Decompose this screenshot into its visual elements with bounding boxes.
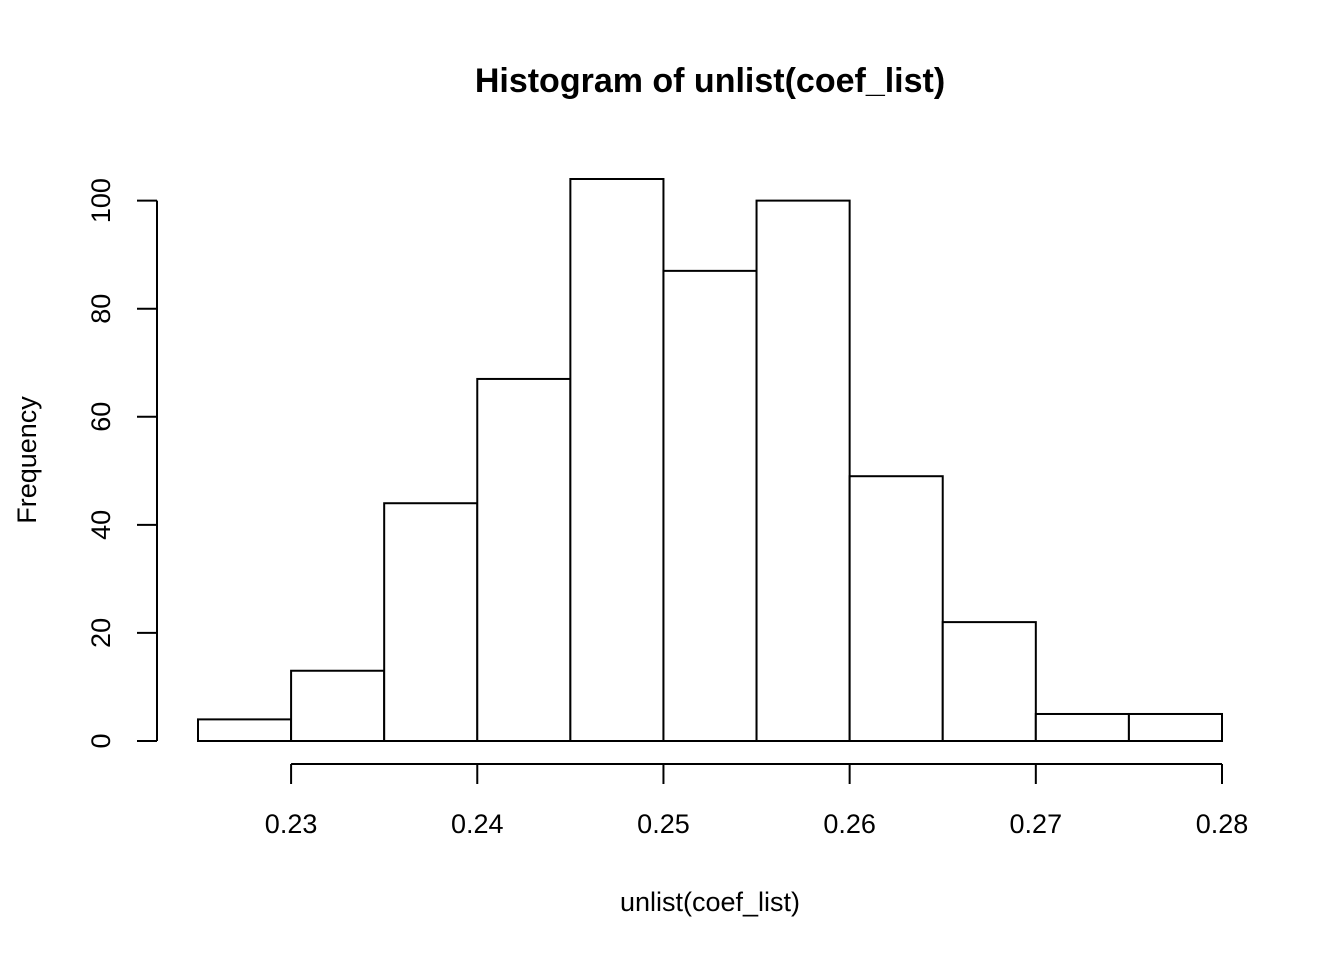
histogram-bar-4 xyxy=(569,178,665,742)
histogram-bar-5 xyxy=(662,269,758,742)
histogram-bar-2 xyxy=(383,502,479,742)
y-axis: 0 20 40 60 80 100 xyxy=(86,178,158,749)
x-tick-label-2: 0.25 xyxy=(637,809,690,839)
bars-group xyxy=(197,178,1223,743)
histogram-bar-0 xyxy=(197,718,293,743)
histogram-bar-6 xyxy=(755,199,851,743)
y-tick-label-0: 0 xyxy=(86,733,116,748)
histogram-bar-7 xyxy=(848,475,944,742)
x-axis: 0.23 0.24 0.25 0.26 0.27 0.28 xyxy=(265,763,1249,839)
y-tick-label-1: 20 xyxy=(86,618,116,648)
histogram-bar-1 xyxy=(290,669,386,742)
histogram-bar-10 xyxy=(1127,712,1223,743)
histogram-bar-9 xyxy=(1034,712,1130,743)
y-tick-label-2: 40 xyxy=(86,510,116,540)
x-tick-label-4: 0.27 xyxy=(1010,809,1063,839)
y-tick-label-3: 60 xyxy=(86,402,116,432)
chart-title: Histogram of unlist(coef_list) xyxy=(475,62,945,100)
x-axis-label: unlist(coef_list) xyxy=(620,887,800,917)
y-axis-label: Frequency xyxy=(12,396,42,524)
x-tick-label-1: 0.24 xyxy=(451,809,504,839)
y-tick-label-5: 100 xyxy=(86,178,116,223)
x-tick-label-5: 0.28 xyxy=(1196,809,1249,839)
x-tick-label-0: 0.23 xyxy=(265,809,318,839)
y-tick-label-4: 80 xyxy=(86,294,116,324)
histogram-bar-8 xyxy=(941,621,1037,742)
histogram-bar-3 xyxy=(476,377,572,742)
x-tick-label-3: 0.26 xyxy=(823,809,876,839)
